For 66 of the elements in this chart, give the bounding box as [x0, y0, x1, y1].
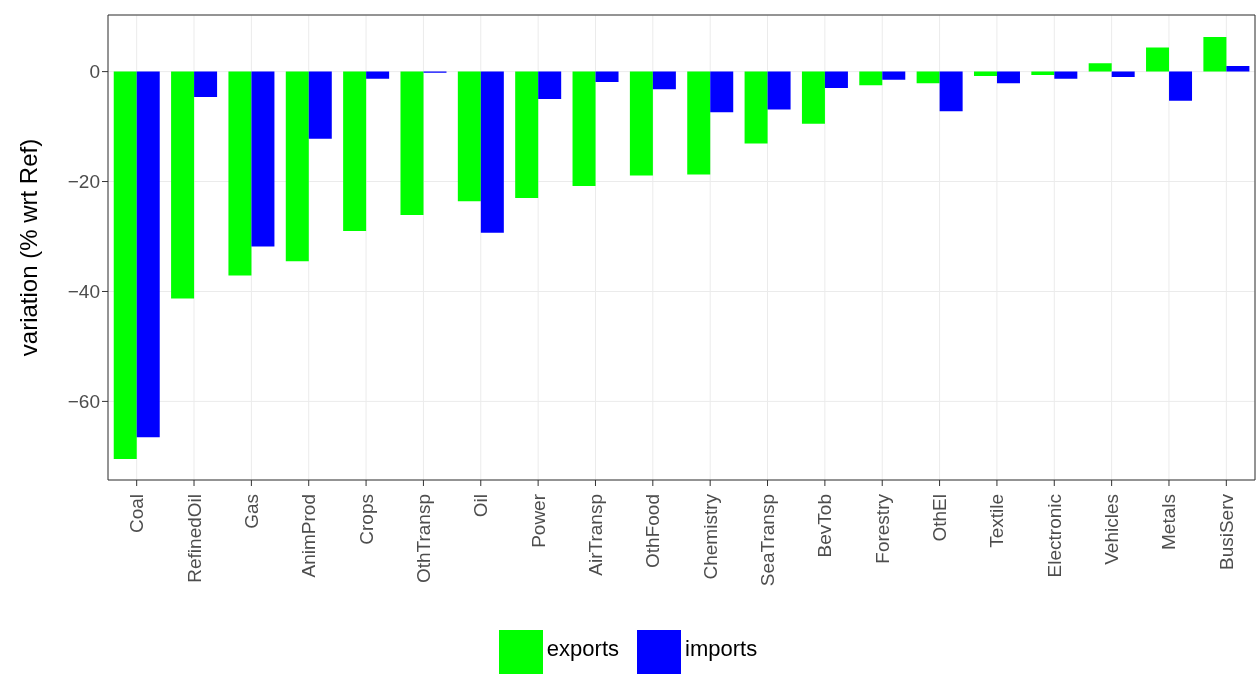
- y-axis-title: variation (% wrt Ref): [14, 138, 42, 357]
- y-tick-label: 0: [89, 61, 100, 83]
- x-tick-label: BusiServ: [1215, 493, 1237, 571]
- bar: [251, 71, 275, 247]
- x-tick-label: Oil: [470, 494, 492, 518]
- legend-label: imports: [685, 636, 758, 662]
- x-tick-label: AirTransp: [584, 494, 606, 576]
- bar: [859, 71, 883, 86]
- x-tick-label: Chemistry: [699, 493, 721, 580]
- y-tick-label: −40: [67, 281, 100, 303]
- bar: [1203, 36, 1227, 72]
- x-tick-label: Electronic: [1043, 494, 1065, 578]
- bar: [973, 71, 997, 77]
- bar: [1088, 63, 1112, 72]
- x-tick-label: OthFood: [642, 494, 664, 568]
- bar: [744, 71, 768, 144]
- bar: [343, 71, 367, 232]
- bar: [308, 71, 332, 139]
- x-tick-label: Crops: [355, 494, 377, 545]
- bar: [171, 71, 195, 299]
- bar: [652, 71, 676, 90]
- bar: [1169, 71, 1193, 101]
- bar: [801, 71, 825, 124]
- bar: [916, 71, 940, 84]
- bar: [996, 71, 1020, 84]
- x-tick-label: AnimProd: [298, 494, 320, 578]
- bar: [457, 71, 481, 202]
- x-tick-label: Textile: [986, 494, 1008, 548]
- x-tick-label: Vehicles: [1101, 494, 1123, 565]
- bar: [1146, 47, 1170, 72]
- bar: [285, 71, 309, 262]
- bar: [687, 71, 711, 175]
- bar: [882, 71, 906, 80]
- x-tick-label: Power: [527, 493, 549, 548]
- x-tick-label: Metals: [1158, 494, 1180, 550]
- x-tick-label: OthEl: [929, 494, 951, 542]
- bar: [824, 71, 848, 89]
- bar: [595, 71, 619, 83]
- bar: [228, 71, 252, 276]
- x-tick-label: Forestry: [871, 493, 893, 564]
- bar: [939, 71, 963, 112]
- bar: [767, 71, 791, 110]
- bar: [480, 71, 504, 233]
- bar: [572, 71, 596, 186]
- legend-label: exports: [546, 636, 620, 662]
- x-tick-label: Coal: [126, 494, 148, 534]
- bar: [1031, 71, 1055, 75]
- x-tick-label: BevTob: [814, 494, 836, 558]
- bar: [136, 71, 160, 438]
- bar: [366, 71, 390, 79]
- bar: [515, 71, 539, 199]
- y-tick-label: −60: [67, 391, 100, 413]
- bar: [1226, 66, 1250, 72]
- bar: [1054, 71, 1078, 79]
- x-tick-label: RefinedOil: [183, 494, 205, 583]
- bar: [113, 71, 137, 460]
- x-tick-label: OthTransp: [412, 494, 434, 584]
- x-tick-label: Gas: [240, 494, 262, 529]
- y-tick-label: −20: [67, 171, 100, 193]
- x-tick-label: SeaTransp: [757, 494, 779, 587]
- bar: [194, 71, 218, 97]
- bar: [710, 71, 734, 113]
- bar: [629, 71, 653, 176]
- bar: [400, 71, 424, 216]
- bar: [1111, 71, 1135, 78]
- bar: [538, 71, 562, 100]
